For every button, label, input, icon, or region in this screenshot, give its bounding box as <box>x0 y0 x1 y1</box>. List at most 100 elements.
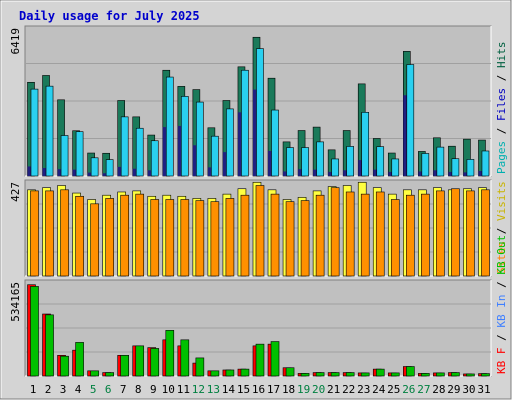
bar-files <box>45 85 54 177</box>
x-tick-label: 19 <box>297 383 310 396</box>
bar-files <box>361 112 370 177</box>
bar-kbout <box>360 372 370 377</box>
x-tick-label: 10 <box>162 383 175 396</box>
bar-files <box>391 158 400 177</box>
x-tick-label: 23 <box>357 383 370 396</box>
bar-sites <box>481 189 490 277</box>
bar-sites <box>135 193 145 277</box>
bar-files <box>346 146 354 177</box>
bar-sites <box>330 187 340 277</box>
x-tick-label: 27 <box>417 383 430 396</box>
bar-files <box>331 158 339 177</box>
bar-kbout <box>45 314 54 377</box>
x-tick-label: 24 <box>372 383 386 396</box>
bar-files <box>120 116 129 177</box>
bar-files <box>135 127 144 177</box>
bar-sites <box>255 185 265 277</box>
bar-files <box>105 159 114 177</box>
bar-kbout <box>255 343 265 377</box>
x-tick-label: 11 <box>177 383 190 396</box>
bar-kbout <box>105 372 114 377</box>
bar-kbout <box>451 372 460 377</box>
bar-files <box>286 147 294 177</box>
x-tick-label: 8 <box>135 383 142 396</box>
bar-files <box>421 153 430 177</box>
x-tick-label: 28 <box>432 383 445 396</box>
legend-item: Files <box>495 88 508 121</box>
bar-sites <box>45 190 54 277</box>
legend-separator: / <box>495 121 508 141</box>
bar-sites <box>390 199 400 277</box>
legend-item: KB In <box>495 295 508 328</box>
bar-sites <box>360 193 370 277</box>
bar-kbout <box>180 339 190 377</box>
x-tick-label: 7 <box>120 383 127 396</box>
x-tick-label: 12 <box>192 383 205 396</box>
bar-kbout <box>75 342 84 377</box>
bar-kbout <box>195 357 205 377</box>
bar-sites <box>345 191 355 277</box>
x-tick-label: 13 <box>207 383 220 396</box>
bar-kbout <box>466 373 475 377</box>
bar-files <box>211 135 219 177</box>
bar-files <box>30 88 39 177</box>
bar-files <box>181 96 189 177</box>
bar-files <box>316 141 324 177</box>
bar-kbout <box>90 370 99 377</box>
bar-kbout <box>330 372 340 377</box>
bar-sites <box>300 200 310 277</box>
x-tick-label: 30 <box>462 383 475 396</box>
x-tick-label: 17 <box>267 383 280 396</box>
x-tick-label: 4 <box>75 383 82 396</box>
bar-sites <box>451 188 460 277</box>
bar-kbout <box>285 367 295 377</box>
bar-sites <box>421 193 430 277</box>
legend-item: Sites <box>495 241 508 274</box>
x-tick-label: 22 <box>342 383 355 396</box>
bar-files <box>271 109 279 177</box>
legend-item: Pages <box>495 141 508 174</box>
bar-sites <box>195 200 205 277</box>
panel-legend: KB F / KB In / KB Out <box>495 235 508 374</box>
bar-sites <box>60 189 69 277</box>
bar-files <box>226 108 234 177</box>
x-tick-label: 2 <box>45 383 52 396</box>
bar-kbout <box>300 373 310 377</box>
x-tick-label: 14 <box>222 383 236 396</box>
legend-item: KB F <box>495 348 508 375</box>
x-tick-label: 29 <box>447 383 460 396</box>
panel-max-label: 6419 <box>9 28 22 55</box>
bar-sites <box>30 190 39 277</box>
bar-kbout <box>390 372 400 377</box>
x-tick-label: 1 <box>30 383 37 396</box>
x-tick-label: 6 <box>105 383 112 396</box>
panels-layer: 6419 Pages / Files / Hits 427 Sites / Visit… <box>9 25 508 377</box>
bar-kbout <box>225 369 235 377</box>
bar-kbout <box>315 372 325 377</box>
panel-max-label: 427 <box>9 182 22 202</box>
panel-legend: Sites / Visits <box>495 181 508 274</box>
legend-separator: / <box>495 68 508 88</box>
bar-files <box>376 146 385 177</box>
bar-kbout <box>345 372 355 377</box>
panel-max-label: 534165 <box>9 282 22 322</box>
x-axis-labels: 1 2 3 4 5 6 7 8 9 10 11 12 13 14 15 16 17 18 19 20 21 22 23 24 2… <box>30 383 491 396</box>
bar-kbout <box>421 373 430 377</box>
legend-separator: / <box>495 275 508 295</box>
bar-sites <box>210 201 220 277</box>
x-tick-label: 15 <box>237 383 250 396</box>
bar-kbout <box>30 286 39 377</box>
bar-kbout <box>436 372 445 377</box>
bar-files <box>75 131 84 177</box>
bar-sites <box>150 199 160 277</box>
bar-files <box>90 157 99 177</box>
bar-kbout <box>135 345 145 377</box>
x-tick-label: 9 <box>150 383 157 396</box>
bar-kbout <box>406 366 415 377</box>
x-tick-label: 5 <box>90 383 97 396</box>
legend-separator: / <box>495 328 508 348</box>
x-tick-label: 25 <box>387 383 400 396</box>
x-tick-label: 26 <box>402 383 415 396</box>
panel-kbf-kbin-kbout: 534165 KB F / KB In / KB Out <box>9 235 508 377</box>
bar-sites <box>436 190 445 277</box>
